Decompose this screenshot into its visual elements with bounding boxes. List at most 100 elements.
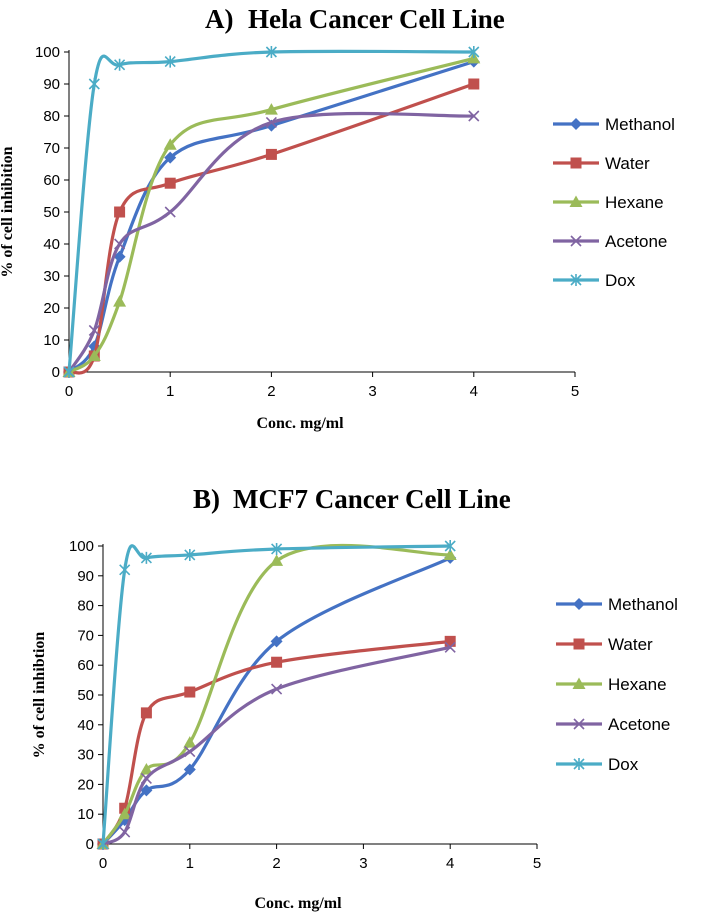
y-tick-label: 70 xyxy=(43,140,60,157)
x-tick-label: 3 xyxy=(368,383,376,400)
legend-marker xyxy=(573,638,585,650)
data-point xyxy=(114,58,126,71)
data-point xyxy=(164,206,176,218)
data-point xyxy=(271,683,283,695)
y-tick-label: 20 xyxy=(43,300,60,317)
legend-label: Hexane xyxy=(608,675,667,694)
x-axis-label: Conc. mg/ml xyxy=(254,895,342,912)
legend-marker xyxy=(573,718,585,730)
legend-item: Acetone xyxy=(556,715,670,734)
data-point xyxy=(265,46,277,58)
series-hexane xyxy=(96,543,457,849)
y-tick-label: 90 xyxy=(77,568,94,585)
data-point xyxy=(119,826,131,838)
legend-marker xyxy=(570,235,582,247)
data-point xyxy=(265,148,277,160)
series-line xyxy=(102,645,451,846)
series-line xyxy=(101,639,451,845)
legend-label: Methanol xyxy=(605,115,675,134)
y-tick-label: 90 xyxy=(43,76,60,93)
x-tick-label: 1 xyxy=(186,855,194,872)
y-tick-label: 50 xyxy=(77,687,94,704)
y-tick-label: 10 xyxy=(77,806,94,823)
x-tick-label: 5 xyxy=(533,855,541,872)
data-point xyxy=(87,349,101,361)
x-tick-label: 1 xyxy=(166,383,174,400)
data-point xyxy=(184,686,196,698)
legend-item: Hexane xyxy=(553,193,664,212)
y-tick-label: 30 xyxy=(43,268,60,285)
data-point xyxy=(444,540,456,552)
chart-title-letter: B) xyxy=(193,484,220,514)
data-point xyxy=(270,554,284,566)
chart-title-letter: A) xyxy=(205,4,234,34)
x-tick-label: 0 xyxy=(65,383,73,400)
series-line xyxy=(67,49,474,373)
y-tick-label: 100 xyxy=(69,538,94,555)
data-point xyxy=(271,542,283,555)
data-point xyxy=(444,635,456,647)
data-point xyxy=(163,138,177,150)
y-tick-label: 10 xyxy=(43,332,60,349)
axes: 0 10 20 30 40 50 60 70 80 90 100 0 1 2 3 4 5 Conc. mg/ml%… xyxy=(0,44,579,432)
data-point xyxy=(468,78,480,90)
x-tick-label: 4 xyxy=(446,855,454,872)
series-dox xyxy=(97,540,456,850)
y-axis-label: % of cell inhibtion xyxy=(31,632,48,759)
series-dox xyxy=(63,46,480,378)
y-tick-label: 70 xyxy=(77,627,94,644)
data-point xyxy=(271,656,283,668)
data-point xyxy=(114,238,126,250)
y-tick-label: 80 xyxy=(43,108,60,125)
data-point xyxy=(164,55,176,68)
data-point xyxy=(183,763,196,776)
x-axis-label: Conc. mg/ml xyxy=(256,415,344,432)
data-point xyxy=(444,641,456,653)
legend-item: Water xyxy=(556,635,653,654)
x-tick-label: 4 xyxy=(470,383,478,400)
x-tick-label: 2 xyxy=(272,855,280,872)
legend-marker xyxy=(570,274,582,286)
data-point xyxy=(183,736,197,748)
data-point xyxy=(113,250,126,263)
legend-item: Water xyxy=(553,154,650,173)
series-line xyxy=(101,544,451,845)
data-point xyxy=(140,784,153,797)
chart-mcf7: B) MCF7 Cancer Cell Line 010203040506070… xyxy=(31,484,678,912)
series-hexane xyxy=(62,51,481,377)
x-tick-label: 2 xyxy=(267,383,275,400)
data-point xyxy=(118,807,132,820)
data-point xyxy=(468,110,480,122)
data-point xyxy=(139,763,153,775)
y-tick-label: 80 xyxy=(77,598,94,615)
legend-label: Acetone xyxy=(605,232,667,251)
legend-item: Methanol xyxy=(556,595,678,614)
y-tick-label: 40 xyxy=(43,236,60,253)
legend-label: Dox xyxy=(608,755,639,774)
legend-item: Hexane xyxy=(556,675,667,694)
legend-item: Methanol xyxy=(553,115,675,134)
data-point xyxy=(270,635,283,648)
data-point xyxy=(119,563,131,576)
data-point xyxy=(468,46,480,58)
data-point xyxy=(114,206,126,218)
series-water xyxy=(97,635,456,850)
legend-label: Water xyxy=(605,154,650,173)
legend-label: Hexane xyxy=(605,193,664,212)
legend-label: Methanol xyxy=(608,595,678,614)
y-tick-label: 50 xyxy=(43,204,60,221)
data-point xyxy=(184,746,196,758)
data-point xyxy=(164,177,176,189)
x-tick-label: 3 xyxy=(359,855,367,872)
y-tick-label: 20 xyxy=(77,776,94,793)
y-tick-label: 40 xyxy=(77,717,94,734)
data-point xyxy=(184,548,196,561)
x-tick-label: 5 xyxy=(571,383,579,400)
data-point xyxy=(63,366,75,378)
legend-marker xyxy=(572,677,586,689)
y-axis-label: % of cell inhibition xyxy=(0,146,16,277)
legend-label: Acetone xyxy=(608,715,670,734)
legend-marker xyxy=(573,758,585,770)
x-tick-label: 0 xyxy=(99,855,107,872)
chart-title: Hela Cancer Cell Line xyxy=(248,4,505,34)
